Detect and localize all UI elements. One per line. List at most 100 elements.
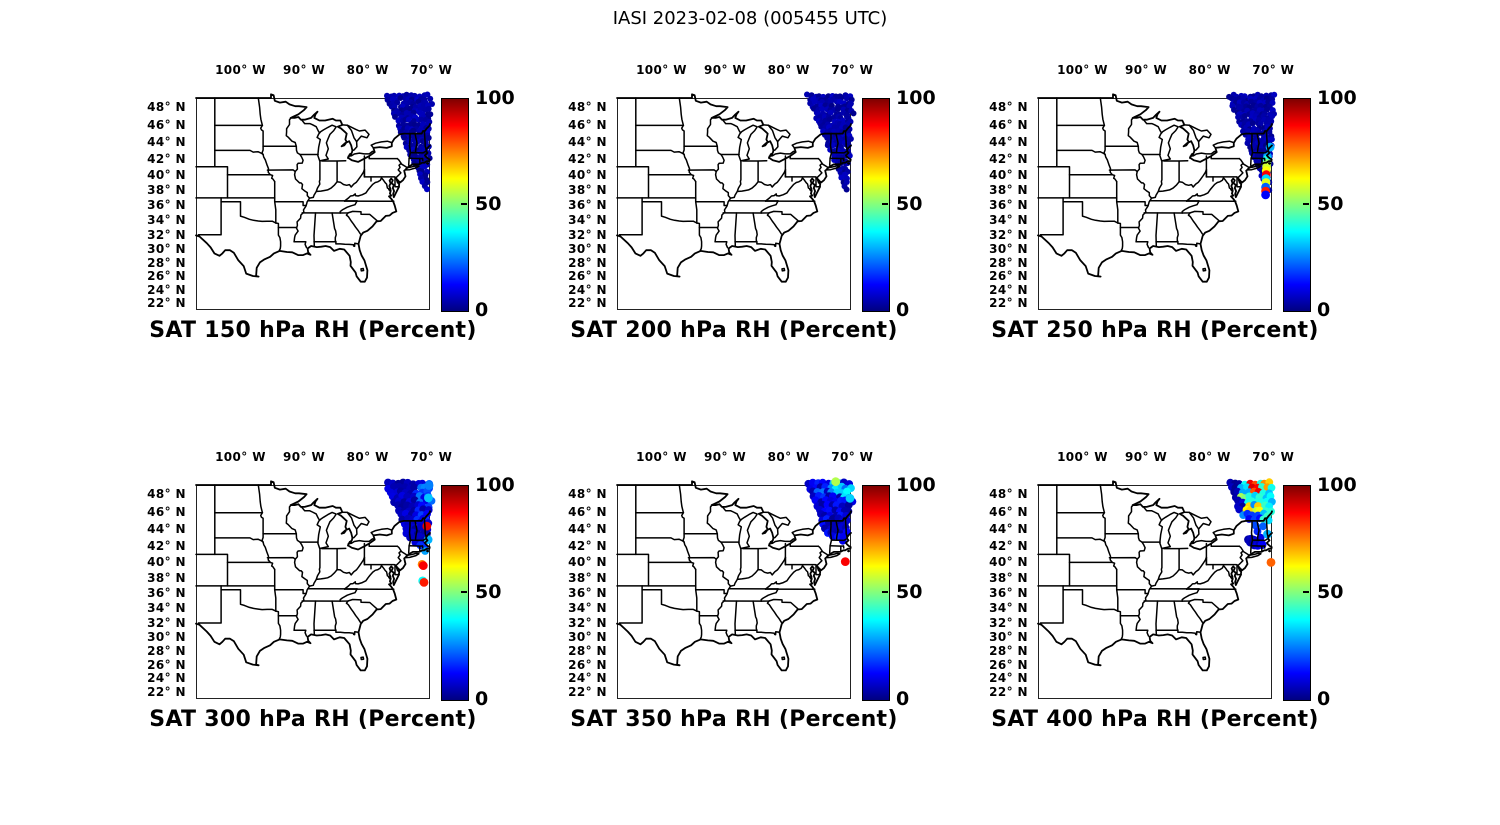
lat-tick-label: 44° N <box>147 135 186 150</box>
lat-tick-label: 38° N <box>989 571 1028 586</box>
lat-tick-label: 32° N <box>989 227 1028 242</box>
lat-tick-label: 46° N <box>568 117 607 132</box>
swath-dots <box>1226 478 1276 567</box>
lat-tick-label: 46° N <box>989 505 1028 520</box>
lat-tick-label: 34° N <box>147 601 186 616</box>
obs-point <box>422 521 432 531</box>
obs-point <box>831 477 841 487</box>
colorbar-tick-label: 0 <box>1317 299 1331 321</box>
lat-tick-label: 32° N <box>568 615 607 630</box>
colorbar <box>441 485 469 701</box>
lat-tick-label: 30° N <box>147 241 186 256</box>
lat-tick-label: 42° N <box>147 151 186 166</box>
lon-tick-label: 90° W <box>704 450 747 464</box>
map-panel-250 <box>1037 91 1278 310</box>
obs-point <box>418 561 428 570</box>
lat-tick-label: 26° N <box>147 269 186 284</box>
colorbar <box>1283 98 1311 312</box>
lon-tick-label: 80° W <box>346 450 389 464</box>
axes-frame <box>1038 98 1272 310</box>
colorbar-tick-label: 50 <box>896 581 923 603</box>
lat-tick-label: 42° N <box>989 539 1028 554</box>
colorbar-tick-label: 0 <box>896 299 910 321</box>
panel-title-350: SAT 350 hPa RH (Percent) <box>570 707 898 732</box>
lat-tick-label: 44° N <box>568 522 607 537</box>
lat-tick-label: 34° N <box>989 213 1028 228</box>
lat-tick-label: 28° N <box>568 644 607 659</box>
colorbar-tick-label: 50 <box>475 581 502 603</box>
lon-tick-label: 70° W <box>410 63 453 77</box>
axes-frame <box>617 98 851 310</box>
colorbar-tick-label: 0 <box>475 688 489 710</box>
lat-tick-label: 36° N <box>568 198 607 213</box>
lat-tick-label: 22° N <box>147 684 186 699</box>
lat-tick-label: 30° N <box>989 241 1028 256</box>
panel-title-150: SAT 150 hPa RH (Percent) <box>149 318 477 343</box>
colorbar <box>862 485 890 701</box>
map-panel-350 <box>616 477 857 699</box>
lat-tick-label: 44° N <box>989 522 1028 537</box>
lon-tick-label: 80° W <box>1188 63 1231 77</box>
lat-tick-label: 38° N <box>568 183 607 198</box>
lat-tick-label: 30° N <box>568 241 607 256</box>
lat-tick-label: 48° N <box>989 487 1028 502</box>
lon-tick-label: 70° W <box>831 63 874 77</box>
lon-tick-label: 90° W <box>1125 63 1168 77</box>
colorbar-tick-label: 50 <box>1317 193 1344 215</box>
lat-tick-label: 26° N <box>147 657 186 672</box>
colorbar <box>441 98 469 312</box>
colorbar-tick-mark <box>882 203 888 205</box>
obs-point <box>845 493 855 503</box>
panel-title-300: SAT 300 hPa RH (Percent) <box>149 707 477 732</box>
obs-point <box>424 481 434 490</box>
lat-tick-label: 22° N <box>568 684 607 699</box>
lat-tick-label: 28° N <box>989 255 1028 270</box>
lon-tick-label: 100° W <box>215 450 266 464</box>
axes-frame <box>196 485 430 699</box>
lat-tick-label: 38° N <box>568 571 607 586</box>
lat-tick-label: 44° N <box>568 135 607 150</box>
colorbar-tick-label: 100 <box>896 87 936 109</box>
us-state-borders <box>1037 93 1273 283</box>
lat-tick-label: 48° N <box>568 100 607 115</box>
lat-tick-label: 24° N <box>147 282 186 297</box>
lon-tick-label: 80° W <box>346 63 389 77</box>
lon-tick-label: 100° W <box>1057 63 1108 77</box>
panel-title-200: SAT 200 hPa RH (Percent) <box>570 318 898 343</box>
lat-tick-label: 26° N <box>568 269 607 284</box>
us-state-borders <box>616 93 852 283</box>
lon-tick-label: 90° W <box>283 63 326 77</box>
lat-tick-label: 32° N <box>147 227 186 242</box>
colorbar-tick-label: 0 <box>896 688 910 710</box>
lat-tick-label: 36° N <box>147 586 186 601</box>
lat-tick-label: 24° N <box>568 282 607 297</box>
lat-tick-label: 46° N <box>568 505 607 520</box>
lat-tick-label: 34° N <box>568 213 607 228</box>
lat-tick-label: 48° N <box>568 487 607 502</box>
lat-tick-label: 22° N <box>147 295 186 310</box>
lon-tick-label: 100° W <box>636 450 687 464</box>
colorbar <box>862 98 890 312</box>
lat-tick-label: 28° N <box>147 644 186 659</box>
lat-tick-label: 30° N <box>568 630 607 645</box>
lon-tick-label: 80° W <box>767 450 810 464</box>
colorbar-tick-label: 100 <box>475 87 515 109</box>
us-state-borders <box>195 480 431 672</box>
obs-point <box>419 578 429 587</box>
lat-tick-label: 42° N <box>989 151 1028 166</box>
lat-tick-label: 40° N <box>568 555 607 570</box>
lat-tick-label: 48° N <box>147 100 186 115</box>
colorbar-tick-label: 50 <box>475 193 502 215</box>
panel-title-250: SAT 250 hPa RH (Percent) <box>991 318 1319 343</box>
lat-tick-label: 38° N <box>147 571 186 586</box>
lat-tick-label: 32° N <box>989 615 1028 630</box>
lat-tick-label: 48° N <box>989 100 1028 115</box>
panel-title-400: SAT 400 hPa RH (Percent) <box>991 707 1319 732</box>
map-panel-200 <box>616 91 857 310</box>
swath-dots <box>384 478 436 587</box>
colorbar-tick-label: 0 <box>475 299 489 321</box>
lon-tick-label: 100° W <box>1057 450 1108 464</box>
lat-tick-label: 26° N <box>568 657 607 672</box>
lat-tick-label: 24° N <box>147 671 186 686</box>
